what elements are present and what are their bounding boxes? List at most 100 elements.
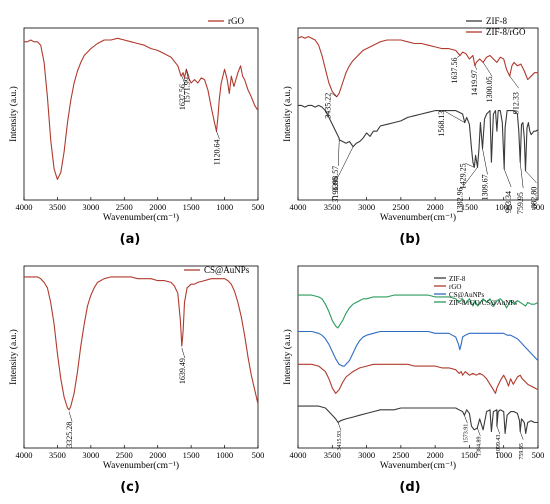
annotation-leader <box>519 431 524 440</box>
x-axis-title: Wavenumber(cm⁻¹) <box>380 212 456 223</box>
series-line-zif-8 <box>298 405 538 434</box>
x-tick-label: 1500 <box>183 202 200 212</box>
series-line-zif-8-rgo-cs-aunps <box>298 294 539 329</box>
x-tick-label: 1000 <box>495 202 512 212</box>
annotation-leader <box>509 76 519 89</box>
legend-label: ZIF-8/rGO <box>486 27 526 37</box>
peak-annotation: 1637.56 <box>178 84 187 110</box>
annotation-leader <box>456 55 461 58</box>
panel-label: (d) <box>399 480 420 495</box>
legend-label: CS@AuNPs <box>204 265 250 275</box>
x-tick-label: 500 <box>532 202 545 212</box>
legend: CS@AuNPs <box>184 265 250 275</box>
x-axis-title: Wavenumber(cm⁻¹) <box>380 460 456 471</box>
x-tick-label: 3000 <box>82 202 99 212</box>
y-axis-title: Intensity (a.u.) <box>282 86 293 142</box>
chart-panel-a: 4000 3500 3000 2500 2000 1500 1000 500 Wavenumbe… <box>8 16 264 247</box>
annotation-leader <box>216 131 220 140</box>
series-line-rgo <box>298 363 539 394</box>
peak-annotation: 1099.43 <box>496 435 502 455</box>
peak-annotation: 759.95 <box>516 192 525 214</box>
peak-annotation: 1637.56 <box>450 58 459 84</box>
annotation-leader <box>482 62 493 77</box>
peak-annotation: 1309.67 <box>480 174 489 200</box>
x-tick-label: 1000 <box>495 450 512 460</box>
annotation-leader <box>477 427 481 437</box>
x-tick-label: 3500 <box>49 450 66 460</box>
x-tick-label: 4000 <box>16 450 33 460</box>
chart-panel-d: 4000 3500 3000 2500 2000 1500 1000 500 Wavenumbe… <box>282 265 545 495</box>
annotation-leader <box>525 170 537 183</box>
panel-label: (c) <box>120 480 140 495</box>
peak-annotation: 1384.89 <box>476 436 482 456</box>
x-tick-label: 2500 <box>392 202 409 212</box>
legend: rGO <box>208 16 244 26</box>
annotation-leader <box>465 163 475 168</box>
annotation-leader <box>337 146 354 177</box>
series-line-rgo <box>24 37 259 180</box>
annotation-leader <box>68 411 73 422</box>
peak-annotation: 1419.97 <box>470 70 479 96</box>
peak-annotation: 1571.99 <box>182 77 191 103</box>
x-tick-label: 2000 <box>427 202 444 212</box>
x-tick-label: 1500 <box>461 202 478 212</box>
x-tick-label: 4000 <box>290 450 307 460</box>
legend-label: ZIF-8 <box>449 275 466 283</box>
peak-annotation: 1573.91 <box>463 424 469 444</box>
x-tick-label: 3500 <box>324 202 341 212</box>
chart-panel-c: 4000 3500 3000 2500 2000 1500 1000 500 Wavenumbe… <box>8 265 264 495</box>
peak-annotation: 682.80 <box>529 187 538 209</box>
peak-annotation: 3196.05 <box>331 177 340 203</box>
annotation-leader <box>330 92 337 98</box>
x-tick-label: 500 <box>252 202 265 212</box>
x-tick-label: 2500 <box>392 450 409 460</box>
peak-annotation: 3325.28 <box>65 422 74 448</box>
peak-annotation: 1382.96 <box>455 187 464 213</box>
peak-annotation: 1120.64 <box>213 139 222 165</box>
legend-label: ZIF-8 <box>486 16 507 26</box>
peak-annotation: 1429.25 <box>458 163 467 189</box>
annotation-leader <box>474 65 478 70</box>
y-axis-title: Intensity (a.u.) <box>282 329 293 385</box>
annotation-leader <box>181 348 186 359</box>
panel-label: (a) <box>120 232 141 247</box>
series-line-cs-aunps <box>24 276 259 411</box>
x-tick-label: 2000 <box>427 450 444 460</box>
x-tick-label: 2000 <box>149 202 166 212</box>
x-tick-label: 1500 <box>461 450 478 460</box>
peak-annotation: 1568.13 <box>437 111 446 137</box>
annotation-leader <box>462 167 478 188</box>
annotation-leader <box>464 415 468 424</box>
x-tick-label: 2000 <box>149 450 166 460</box>
legend-label: rGO <box>228 16 244 26</box>
peak-annotation: 3415.93 <box>337 431 343 451</box>
peak-annotation: 912.33 <box>512 92 521 114</box>
plot-frame <box>23 265 259 449</box>
series-line-cs-aunps <box>298 330 539 367</box>
annotation-leader <box>503 168 512 188</box>
peak-annotation: 993.34 <box>504 191 513 213</box>
x-tick-label: 500 <box>252 450 265 460</box>
y-axis-title: Intensity (a.u.) <box>8 329 19 385</box>
peak-annotation: 1639.49 <box>178 358 187 384</box>
legend-label: CS@AuNPs <box>449 291 485 299</box>
chart-panel-b: 4000 3500 3000 2500 2000 1500 1000 500 Wavenumbe… <box>282 16 544 247</box>
y-axis-title: Intensity (a.u.) <box>8 86 19 142</box>
series-line-zif-8 <box>298 104 539 172</box>
x-tick-label: 3000 <box>358 450 375 460</box>
annotation-leader <box>519 162 524 189</box>
annotation-leader <box>337 139 340 166</box>
x-tick-label: 3500 <box>49 202 66 212</box>
annotation-leader <box>482 148 488 175</box>
plot-frame <box>297 265 539 449</box>
legend-label: rGO <box>449 283 461 291</box>
x-tick-label: 2500 <box>116 450 133 460</box>
plot-frame <box>297 27 539 201</box>
peak-annotation: 3435.22 <box>324 93 333 119</box>
x-tick-label: 1000 <box>216 450 233 460</box>
x-tick-label: 500 <box>532 450 545 460</box>
x-tick-label: 1000 <box>216 202 233 212</box>
